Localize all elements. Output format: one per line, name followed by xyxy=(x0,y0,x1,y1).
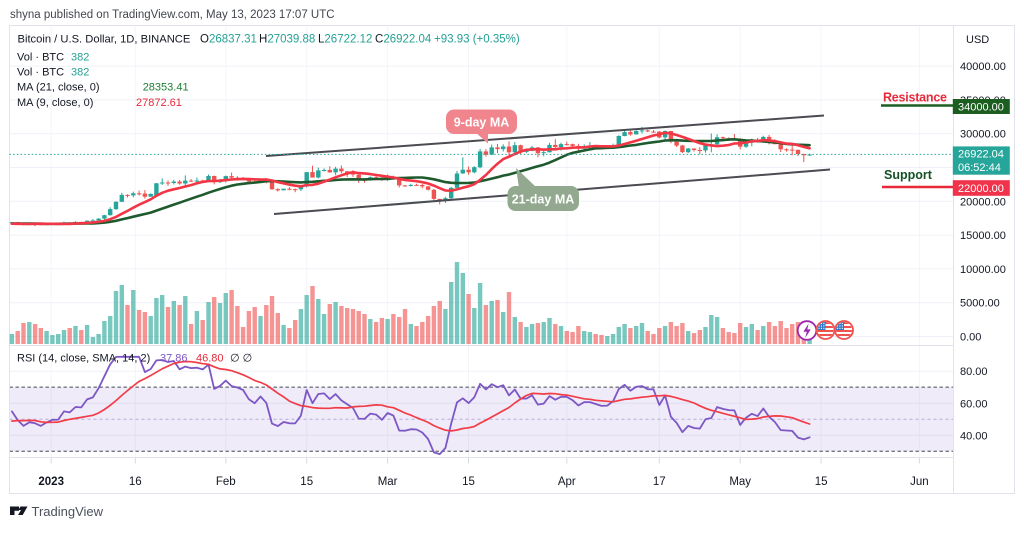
svg-text:Feb: Feb xyxy=(216,476,236,488)
svg-text:34000.00: 34000.00 xyxy=(958,102,1004,114)
svg-text:Resistance: Resistance xyxy=(883,91,947,105)
svg-text:15: 15 xyxy=(300,476,313,488)
svg-text:+93.93 (+0.35%): +93.93 (+0.35%) xyxy=(434,34,520,46)
svg-text:MA (21, close, 0): MA (21, close, 0) xyxy=(17,82,100,94)
svg-text:MA (9, close, 0): MA (9, close, 0) xyxy=(17,97,93,109)
svg-text:21-day MA: 21-day MA xyxy=(512,193,575,207)
svg-text:40000.00: 40000.00 xyxy=(960,61,1006,73)
svg-text:15: 15 xyxy=(815,476,828,488)
svg-text:30000.00: 30000.00 xyxy=(960,129,1006,141)
svg-text:26922.04: 26922.04 xyxy=(958,149,1004,161)
svg-text:0.00: 0.00 xyxy=(960,332,981,344)
svg-text:15000.00: 15000.00 xyxy=(960,230,1006,242)
svg-text:22000.00: 22000.00 xyxy=(958,183,1004,195)
svg-text:382: 382 xyxy=(71,51,89,63)
svg-text:O26837.31: O26837.31 xyxy=(200,34,257,46)
svg-text:20000.00: 20000.00 xyxy=(960,196,1006,208)
svg-text:May: May xyxy=(729,476,751,488)
svg-text:40.00: 40.00 xyxy=(960,430,988,442)
svg-text:60.00: 60.00 xyxy=(960,398,988,410)
svg-text:Vol · BTC: Vol · BTC xyxy=(17,67,64,79)
svg-text:46.80: 46.80 xyxy=(196,353,224,365)
svg-text:27872.61: 27872.61 xyxy=(136,97,182,109)
svg-text:TradingView: TradingView xyxy=(32,504,104,519)
svg-text:06:52:44: 06:52:44 xyxy=(958,162,1001,174)
svg-text:USD: USD xyxy=(966,34,989,46)
svg-text:Vol · BTC: Vol · BTC xyxy=(17,51,64,63)
svg-text:37.86: 37.86 xyxy=(160,353,188,365)
svg-text:382: 382 xyxy=(71,67,89,79)
svg-text:L26722.12: L26722.12 xyxy=(318,34,372,46)
svg-text:28353.41: 28353.41 xyxy=(143,82,189,94)
svg-text:15: 15 xyxy=(462,476,475,488)
svg-text:80.00: 80.00 xyxy=(960,366,988,378)
svg-text:5000.00: 5000.00 xyxy=(960,298,1000,310)
svg-text:Jun: Jun xyxy=(910,476,929,488)
svg-text:shyna published on TradingView: shyna published on TradingView.com, May … xyxy=(10,9,335,21)
svg-text:17: 17 xyxy=(653,476,666,488)
svg-text:16: 16 xyxy=(129,476,142,488)
svg-text:Bitcoin / U.S. Dollar, 1D, BIN: Bitcoin / U.S. Dollar, 1D, BINANCE xyxy=(18,34,191,46)
svg-text:Support: Support xyxy=(884,168,933,182)
svg-text:Apr: Apr xyxy=(558,476,576,488)
svg-text:C26922.04: C26922.04 xyxy=(375,34,432,46)
svg-text:∅ ∅: ∅ ∅ xyxy=(230,353,252,365)
svg-text:Mar: Mar xyxy=(378,476,398,488)
svg-text:2023: 2023 xyxy=(38,476,64,488)
svg-text:9-day MA: 9-day MA xyxy=(454,116,510,130)
svg-text:RSI (14, close, SMA, 14, 2): RSI (14, close, SMA, 14, 2) xyxy=(17,353,150,365)
svg-text:10000.00: 10000.00 xyxy=(960,264,1006,276)
svg-text:H27039.88: H27039.88 xyxy=(259,34,315,46)
